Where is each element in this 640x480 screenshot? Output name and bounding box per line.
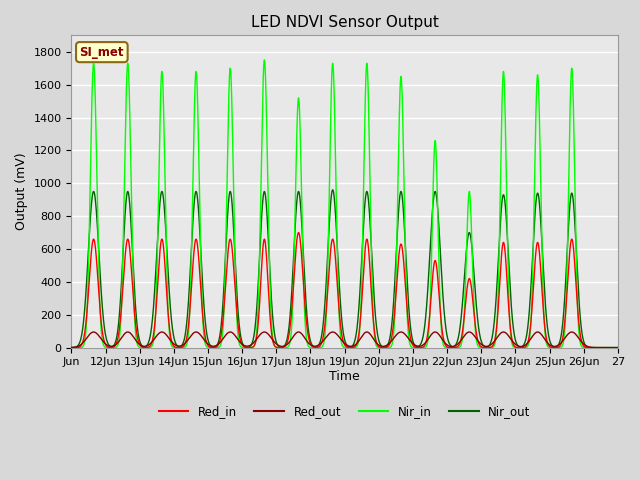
Text: SI_met: SI_met (79, 46, 124, 59)
Legend: Red_in, Red_out, Nir_in, Nir_out: Red_in, Red_out, Nir_in, Nir_out (154, 400, 535, 423)
Y-axis label: Output (mV): Output (mV) (15, 153, 28, 230)
Title: LED NDVI Sensor Output: LED NDVI Sensor Output (251, 15, 438, 30)
X-axis label: Time: Time (329, 370, 360, 383)
